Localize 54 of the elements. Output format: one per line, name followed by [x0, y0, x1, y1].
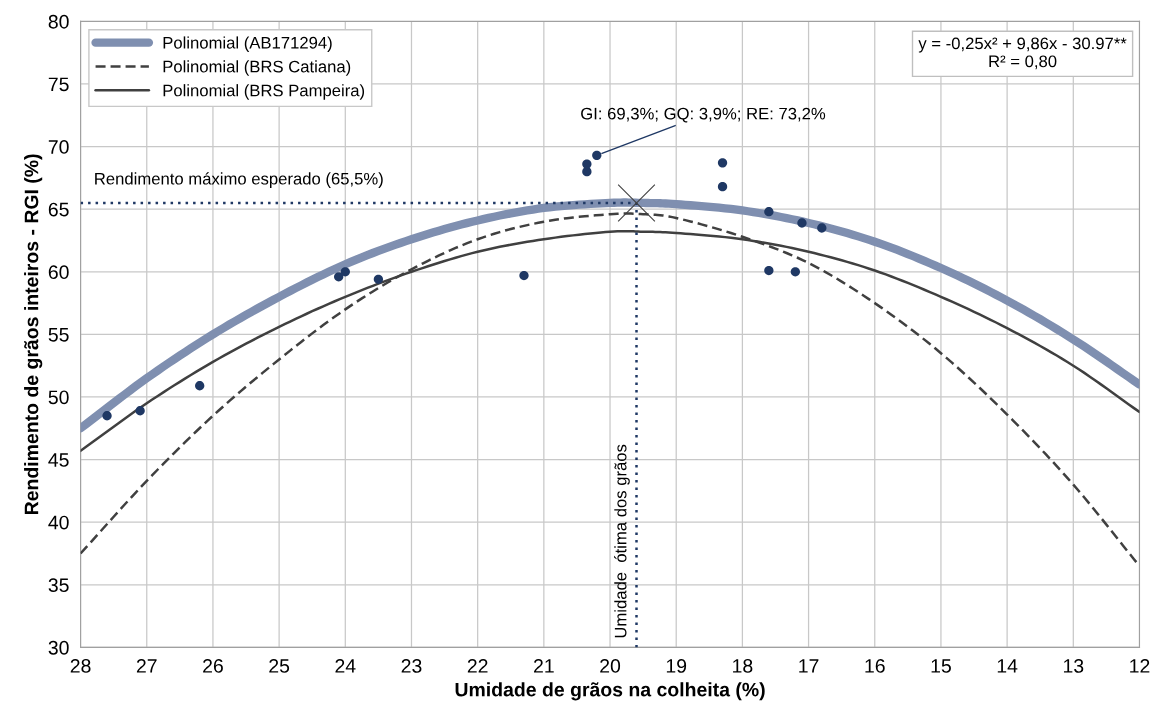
- point: [582, 159, 592, 169]
- y-tick-label: 35: [48, 578, 69, 593]
- x-axis-title: Umidade de grãos na colheita (%): [455, 682, 765, 701]
- point: [817, 223, 827, 233]
- x-tick-label: 20: [600, 659, 621, 673]
- point: [340, 267, 350, 277]
- ref-line-label: Rendimento máximo esperado (65,5%): [95, 172, 383, 188]
- x-tick-label: 22: [467, 659, 488, 673]
- legend-label: Polinomial (BRS Catiana): [163, 60, 351, 76]
- x-tick-label: 24: [335, 659, 356, 673]
- point: [617, 184, 656, 222]
- x-tick-label: 19: [666, 659, 687, 673]
- annotation: GI: 69,3%; GQ: 3,9%; RE: 73,2%: [581, 107, 826, 123]
- x-tick-label: 18: [733, 659, 753, 673]
- point: [764, 265, 774, 276]
- y-tick-label: 40: [48, 515, 69, 530]
- y-tick-label: 80: [48, 14, 69, 29]
- y-tick-label: 45: [48, 453, 69, 467]
- point: [519, 270, 529, 281]
- point: [717, 158, 728, 168]
- y-tick-label: 55: [48, 328, 69, 342]
- annotation: y = -0,25x² + 9,86x - 30.97** R² = 0,80: [918, 37, 1127, 70]
- x-tick-label: 28: [70, 659, 91, 673]
- point: [102, 411, 112, 421]
- x-tick-label: 14: [997, 659, 1018, 673]
- x-tick-label: 26: [203, 659, 223, 673]
- point: [764, 207, 774, 217]
- y-tick-label: 60: [48, 265, 69, 280]
- x-tick-label: 16: [865, 659, 885, 673]
- y-tick-label: 65: [48, 202, 69, 217]
- point: [195, 381, 205, 391]
- y-tick-label: 30: [48, 640, 69, 655]
- point: [334, 272, 344, 282]
- y-axis-title: Rendimento de grãos inteiros - RGI (%): [24, 154, 43, 515]
- x-tick-label: 21: [534, 659, 554, 673]
- point: [790, 267, 800, 277]
- point: [797, 218, 807, 228]
- y-tick-label: 70: [48, 140, 69, 154]
- point: [717, 182, 728, 192]
- legend-label: Polinomial (AB171294): [163, 36, 332, 52]
- y-tick-label: 75: [48, 77, 69, 92]
- point: [135, 406, 145, 416]
- legend-label: Polinomial (BRS Pampeira): [163, 84, 365, 100]
- y-tick-label: 50: [48, 390, 69, 405]
- x-tick-label: 27: [136, 659, 157, 673]
- point: [592, 150, 602, 161]
- x-tick-label: 17: [799, 659, 819, 673]
- x-tick-label: 25: [269, 659, 290, 673]
- ref-line-label: Umidade ótima dos grãos: [614, 444, 630, 638]
- x-tick-label: 15: [931, 659, 951, 673]
- x-tick-label: 13: [1063, 659, 1084, 673]
- x-tick-label: 23: [401, 659, 422, 673]
- point: [373, 274, 384, 284]
- x-tick-label: 12: [1130, 659, 1150, 673]
